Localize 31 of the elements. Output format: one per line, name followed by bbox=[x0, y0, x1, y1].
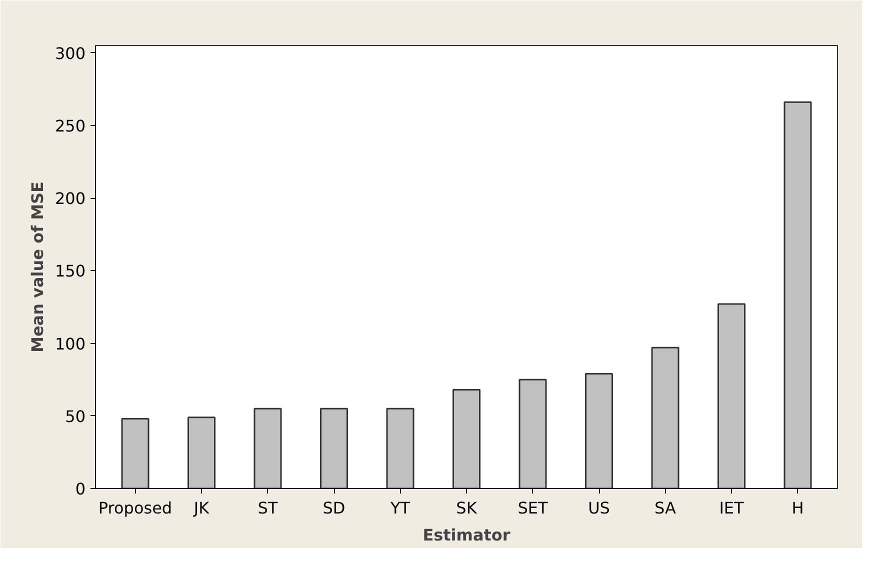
bar bbox=[121, 418, 150, 488]
x-tick-label: IET bbox=[719, 498, 744, 518]
bar bbox=[651, 346, 680, 488]
x-tick-label: SET bbox=[518, 498, 548, 518]
x-tick-label: H bbox=[792, 498, 804, 518]
x-tick-label: SD bbox=[322, 498, 346, 518]
x-tick-label: SK bbox=[456, 498, 478, 518]
bar bbox=[320, 408, 348, 488]
bar bbox=[518, 378, 547, 488]
y-tick-label: 300 bbox=[54, 44, 86, 63]
x-axis-title: Estimator bbox=[422, 526, 510, 544]
bar bbox=[452, 388, 480, 488]
y-tick-label: 200 bbox=[54, 189, 86, 208]
y-tick-label: 150 bbox=[54, 262, 86, 281]
y-tick-label: 100 bbox=[54, 334, 86, 354]
bar bbox=[254, 408, 282, 488]
x-tick-label: YT bbox=[389, 498, 410, 518]
bar bbox=[386, 408, 414, 488]
x-tick-label: Proposed bbox=[98, 498, 172, 518]
y-tick-label: 250 bbox=[54, 116, 86, 136]
x-tick-label: ST bbox=[258, 498, 278, 518]
y-tick-label: 50 bbox=[65, 406, 86, 426]
y-axis-title: Mean value of MSE bbox=[28, 182, 47, 352]
bar bbox=[784, 101, 812, 488]
bar bbox=[718, 303, 746, 488]
x-tick-label: JK bbox=[192, 498, 210, 518]
x-tick-label: SA bbox=[654, 498, 676, 518]
y-tick-label: 0 bbox=[75, 480, 86, 498]
bar bbox=[188, 416, 216, 488]
bar bbox=[585, 373, 613, 488]
x-tick-label: US bbox=[588, 498, 610, 518]
